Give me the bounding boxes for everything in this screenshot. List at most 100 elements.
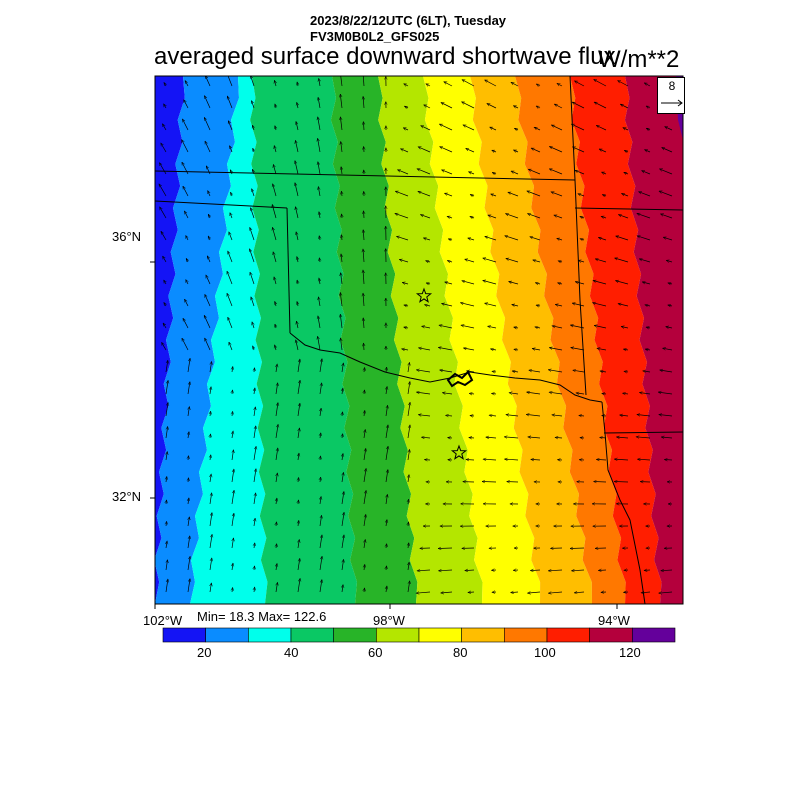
wind-vector <box>526 414 541 416</box>
units-label: W/m**2 <box>598 46 680 73</box>
missouri-arkansas-border <box>574 207 683 211</box>
min-max-label: Min= 18.3 Max= 122.6 <box>197 609 327 624</box>
wind-vector <box>407 425 410 439</box>
reference-vector-box: 8 <box>657 77 685 114</box>
map-title: averaged surface downward shortwave flux <box>154 43 616 70</box>
wind-vector <box>274 277 276 285</box>
wind-vector <box>514 349 519 350</box>
wind-vector <box>298 478 299 483</box>
wind-vector <box>253 148 254 153</box>
wind-vector <box>534 126 541 131</box>
wind-vector <box>275 104 276 109</box>
wind-vector <box>386 544 387 549</box>
wind-vector <box>511 81 519 87</box>
wind-vector <box>558 261 563 262</box>
wind-vector <box>444 81 453 87</box>
wind-vector <box>209 513 212 527</box>
wind-vector <box>597 348 607 350</box>
wind-vector <box>645 305 651 306</box>
wind-vector <box>207 214 210 219</box>
wind-vector <box>297 302 298 307</box>
wind-vector <box>250 227 255 241</box>
wind-vector <box>227 96 233 109</box>
wind-vector <box>276 498 277 505</box>
wind-vector <box>341 254 342 263</box>
wind-vector <box>571 348 585 351</box>
wind-vector <box>188 478 189 483</box>
wind-vector <box>364 390 365 395</box>
wind-vector <box>668 305 673 306</box>
wind-vector <box>508 192 519 197</box>
wind-vector <box>276 564 277 571</box>
wind-vector <box>254 566 255 571</box>
wind-vector <box>205 76 211 87</box>
wind-vector <box>320 433 321 439</box>
wind-vector <box>659 415 673 417</box>
wind-vector <box>272 227 277 241</box>
lon-label-98w: 98°W <box>373 613 405 628</box>
colorbar-box <box>290 627 334 643</box>
wind-vector <box>187 382 190 395</box>
wind-vector <box>660 169 673 175</box>
wind-vector <box>664 460 673 461</box>
wind-vector <box>165 403 168 417</box>
wind-vector <box>663 237 673 241</box>
wind-vector <box>251 76 255 87</box>
wind-vector <box>440 370 453 373</box>
wind-vector <box>364 564 365 571</box>
wind-vector <box>231 469 234 483</box>
wind-vector <box>318 316 321 329</box>
wind-vector <box>645 349 651 350</box>
wind-vector <box>230 146 233 153</box>
wind-vector <box>232 563 233 571</box>
wind-vector <box>320 456 321 461</box>
wind-vector <box>319 78 320 87</box>
wind-vector <box>402 282 409 284</box>
wind-vector <box>408 362 410 373</box>
city-marker-star <box>450 444 468 460</box>
wind-vector <box>166 427 168 439</box>
wind-vector <box>470 416 475 417</box>
wind-vector <box>251 208 255 219</box>
wind-vector <box>276 544 277 549</box>
wind-vector <box>419 348 431 351</box>
wind-vector <box>297 403 300 417</box>
wind-vector <box>661 570 673 571</box>
wind-vector <box>465 570 475 571</box>
wind-vector <box>295 140 299 153</box>
wind-vector <box>232 588 233 593</box>
wind-vector <box>512 305 519 307</box>
wind-vector <box>166 560 168 571</box>
wind-vector <box>210 434 211 439</box>
wind-vector <box>276 364 277 373</box>
wind-vector <box>527 392 541 395</box>
wind-vector <box>341 191 342 197</box>
wind-vector <box>637 236 651 241</box>
wind-vector <box>572 101 585 109</box>
wind-vector <box>439 325 453 329</box>
wind-vector <box>602 195 607 196</box>
wind-vector <box>204 141 211 153</box>
colorbar-label-100: 100 <box>534 645 556 660</box>
lake-texoma-outline <box>446 370 474 388</box>
flux-band <box>423 76 541 604</box>
wind-vector <box>209 534 212 549</box>
wind-vector <box>531 147 541 153</box>
wind-vector <box>489 415 497 416</box>
wind-vector <box>665 126 673 131</box>
wind-vector <box>448 239 453 240</box>
wind-vector <box>341 273 342 285</box>
wind-vector <box>297 102 298 109</box>
wind-vector <box>661 214 673 219</box>
colorbar-box <box>162 627 206 643</box>
wind-vector <box>408 499 409 505</box>
lon-label-94w: 94°W <box>598 613 630 628</box>
wind-vector <box>641 592 651 593</box>
colorbar-box <box>461 627 505 643</box>
wind-vector <box>463 124 475 131</box>
wind-vector <box>554 215 563 219</box>
wind-vector <box>580 239 585 240</box>
wind-vector <box>297 257 298 263</box>
wind-vector <box>363 293 364 307</box>
wind-vector <box>491 349 497 350</box>
